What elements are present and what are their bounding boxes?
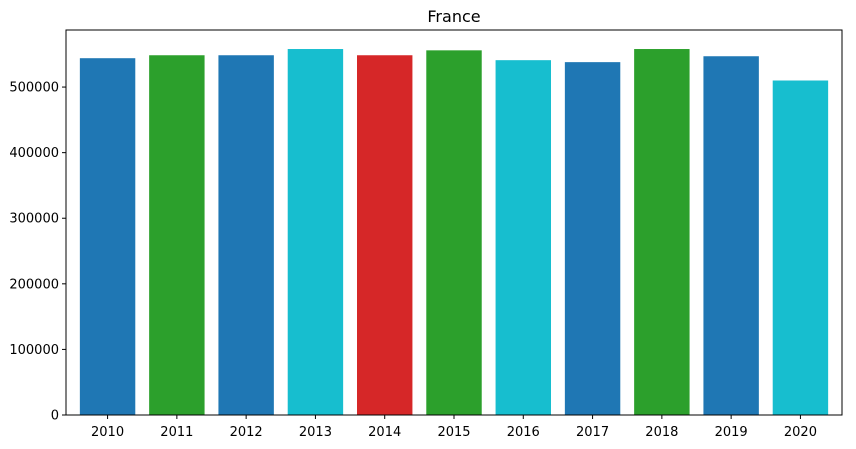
bar-2017 — [564, 62, 621, 415]
bars-group — [79, 49, 829, 416]
y-tick-label: 0 — [51, 409, 59, 424]
bar-2020 — [772, 80, 829, 415]
x-tick-label: 2012 — [230, 425, 263, 440]
y-tick-label: 400000 — [9, 146, 59, 161]
bar-2019 — [703, 56, 759, 416]
bar-2014 — [357, 55, 413, 415]
x-tick-label: 2014 — [368, 425, 401, 440]
bar-2011 — [149, 55, 205, 415]
y-tick-label: 200000 — [9, 277, 59, 292]
y-tick-label: 300000 — [9, 212, 59, 227]
bar-2018 — [634, 49, 690, 416]
x-tick-label: 2010 — [91, 425, 124, 440]
x-tick-label: 2019 — [715, 425, 748, 440]
bar-2013 — [287, 49, 344, 416]
bar-2012 — [218, 55, 274, 415]
y-axis: 0 100000 200000 300000 400000 500000 — [9, 81, 66, 424]
bar-2015 — [426, 50, 482, 415]
x-tick-label: 2020 — [784, 425, 817, 440]
bar-2016 — [495, 60, 551, 416]
bar-2010 — [79, 58, 136, 415]
x-tick-label: 2016 — [507, 425, 540, 440]
x-tick-label: 2017 — [576, 425, 609, 440]
x-tick-label: 2011 — [160, 425, 193, 440]
y-tick-label: 100000 — [9, 343, 59, 358]
y-tick-label: 500000 — [9, 81, 59, 96]
x-tick-label: 2015 — [437, 425, 470, 440]
x-tick-label: 2018 — [645, 425, 678, 440]
x-tick-label: 2013 — [299, 425, 332, 440]
x-axis: 2010 2011 2012 2013 2014 2015 2016 2017 2018 2019… — [91, 415, 817, 440]
chart-title: France — [427, 7, 480, 26]
